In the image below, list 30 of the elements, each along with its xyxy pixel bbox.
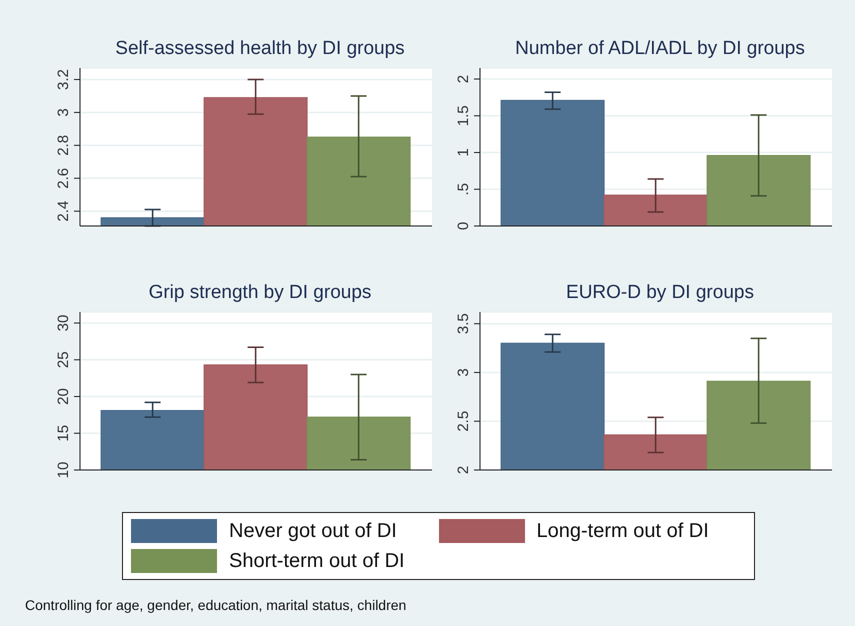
bar xyxy=(706,154,811,226)
y-tick-label: 2.5 xyxy=(455,410,472,432)
y-tick-label: 3 xyxy=(55,108,72,117)
y-tick-label: 2.8 xyxy=(55,134,72,156)
legend-label: Short-term out of DI xyxy=(229,550,405,572)
chart-title: Self-assessed health by DI groups xyxy=(114,38,406,61)
text: Controlling for age, gender, education, marital status, children xyxy=(25,597,406,613)
y-tick-label: 3 xyxy=(455,368,472,377)
bar xyxy=(500,100,605,226)
y-tick-label: 30 xyxy=(55,314,72,332)
y-tick-label: 1 xyxy=(455,148,472,157)
y-tick-label: 1.5 xyxy=(455,105,472,126)
y-tick-label: 2.6 xyxy=(55,168,72,189)
y-tick-label: 3.5 xyxy=(455,313,472,334)
chart-title: Grip strength by DI groups xyxy=(148,282,372,305)
y-tick-label: 25 xyxy=(55,351,72,368)
y-tick-label: 15 xyxy=(55,424,72,442)
y-tick-label: 20 xyxy=(55,388,72,405)
chart-title: Number of ADL/IADL by DI groups xyxy=(514,38,806,61)
y-tick-label: 0 xyxy=(455,222,472,230)
chart-title: EURO-D by DI groups xyxy=(565,282,755,305)
y-tick-label: 2.4 xyxy=(55,200,72,222)
y-tick-label: .5 xyxy=(455,183,472,196)
bar xyxy=(604,194,708,226)
legend-label: Long-term out of DI xyxy=(536,520,709,542)
y-tick-label: 10 xyxy=(55,462,72,478)
y-tick-label: 2 xyxy=(455,74,472,84)
legend-label: Never got out of DI xyxy=(229,520,397,542)
y-tick-label: 3.2 xyxy=(55,69,72,90)
y-tick-label: 2 xyxy=(455,466,472,474)
